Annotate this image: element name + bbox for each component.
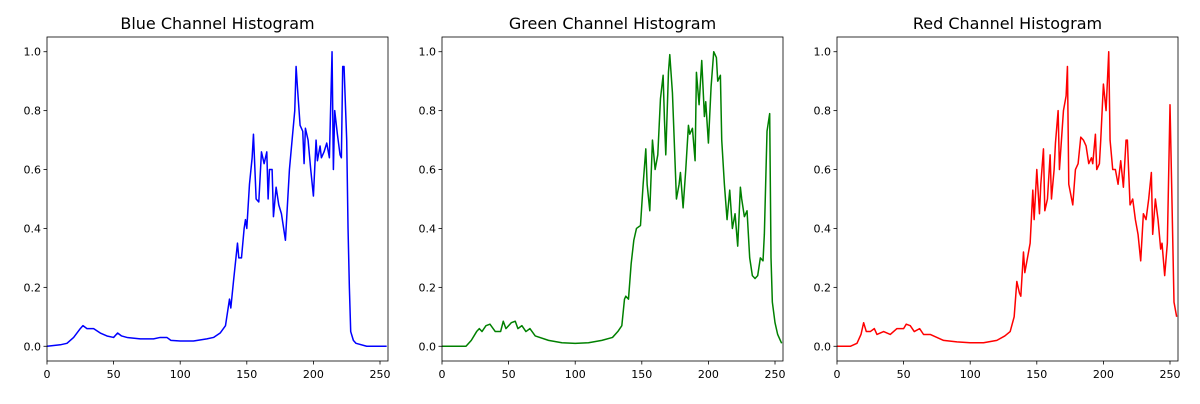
x-tick-label: 250	[370, 368, 391, 381]
plot-area	[837, 50, 1178, 348]
y-tick-label: 0.6	[419, 164, 437, 177]
x-tick-label: 250	[765, 368, 786, 381]
x-tick-label: 0	[834, 368, 841, 381]
y-tick-label: 0.4	[419, 222, 437, 235]
histogram-line	[47, 50, 387, 348]
y-tick-label: 0.2	[419, 281, 437, 294]
x-tick-label: 150	[236, 368, 257, 381]
y-tick-label: 0.2	[24, 281, 42, 294]
x-tick-label: 200	[303, 368, 324, 381]
y-tick-label: 0.6	[24, 164, 42, 177]
x-tick-label: 0	[44, 368, 51, 381]
axes-frame	[836, 36, 1179, 362]
histogram-line	[442, 50, 783, 348]
axes-frame	[46, 36, 389, 362]
x-tick-label: 250	[1160, 368, 1181, 381]
plot-area	[442, 50, 783, 348]
x-tick-label: 150	[1026, 368, 1047, 381]
subplot: 0 50 100 150 200 250 0.0 0.2 0.4 0.6 0.8 1.0 Green C…	[419, 14, 786, 381]
y-tick-label: 0.6	[814, 164, 832, 177]
y-tick-label: 0.0	[24, 340, 42, 353]
subplot-title: Blue Channel Histogram	[120, 14, 314, 33]
y-tick-label: 0.0	[419, 340, 437, 353]
x-tick-label: 100	[170, 368, 191, 381]
subplot: 0 50 100 150 200 250 0.0 0.2 0.4 0.6 0.8 1.0 Red Cha…	[814, 14, 1181, 381]
y-tick-label: 0.8	[24, 105, 42, 118]
plot-area	[47, 50, 387, 348]
subplot: 0 50 100 150 200 250 0.0 0.2 0.4 0.6 0.8 1.0 Blue Ch…	[24, 14, 391, 381]
y-tick-label: 0.4	[24, 222, 42, 235]
y-tick-label: 0.8	[814, 105, 832, 118]
x-tick-label: 150	[631, 368, 652, 381]
x-tick-label: 100	[565, 368, 586, 381]
x-tick-label: 0	[439, 368, 446, 381]
x-tick-label: 50	[107, 368, 121, 381]
x-tick-label: 50	[502, 368, 516, 381]
subplot-title: Green Channel Histogram	[509, 14, 716, 33]
y-tick-label: 1.0	[24, 46, 42, 59]
y-tick-label: 0.8	[419, 105, 437, 118]
x-tick-label: 50	[897, 368, 911, 381]
x-tick-label: 200	[1093, 368, 1114, 381]
y-tick-label: 0.2	[814, 281, 832, 294]
axes-frame	[441, 36, 784, 362]
y-tick-label: 0.4	[814, 222, 832, 235]
histogram-line	[837, 50, 1178, 348]
y-tick-label: 1.0	[419, 46, 437, 59]
x-tick-label: 200	[698, 368, 719, 381]
y-tick-label: 0.0	[814, 340, 832, 353]
y-tick-label: 1.0	[814, 46, 832, 59]
subplot-title: Red Channel Histogram	[913, 14, 1102, 33]
x-tick-label: 100	[960, 368, 981, 381]
